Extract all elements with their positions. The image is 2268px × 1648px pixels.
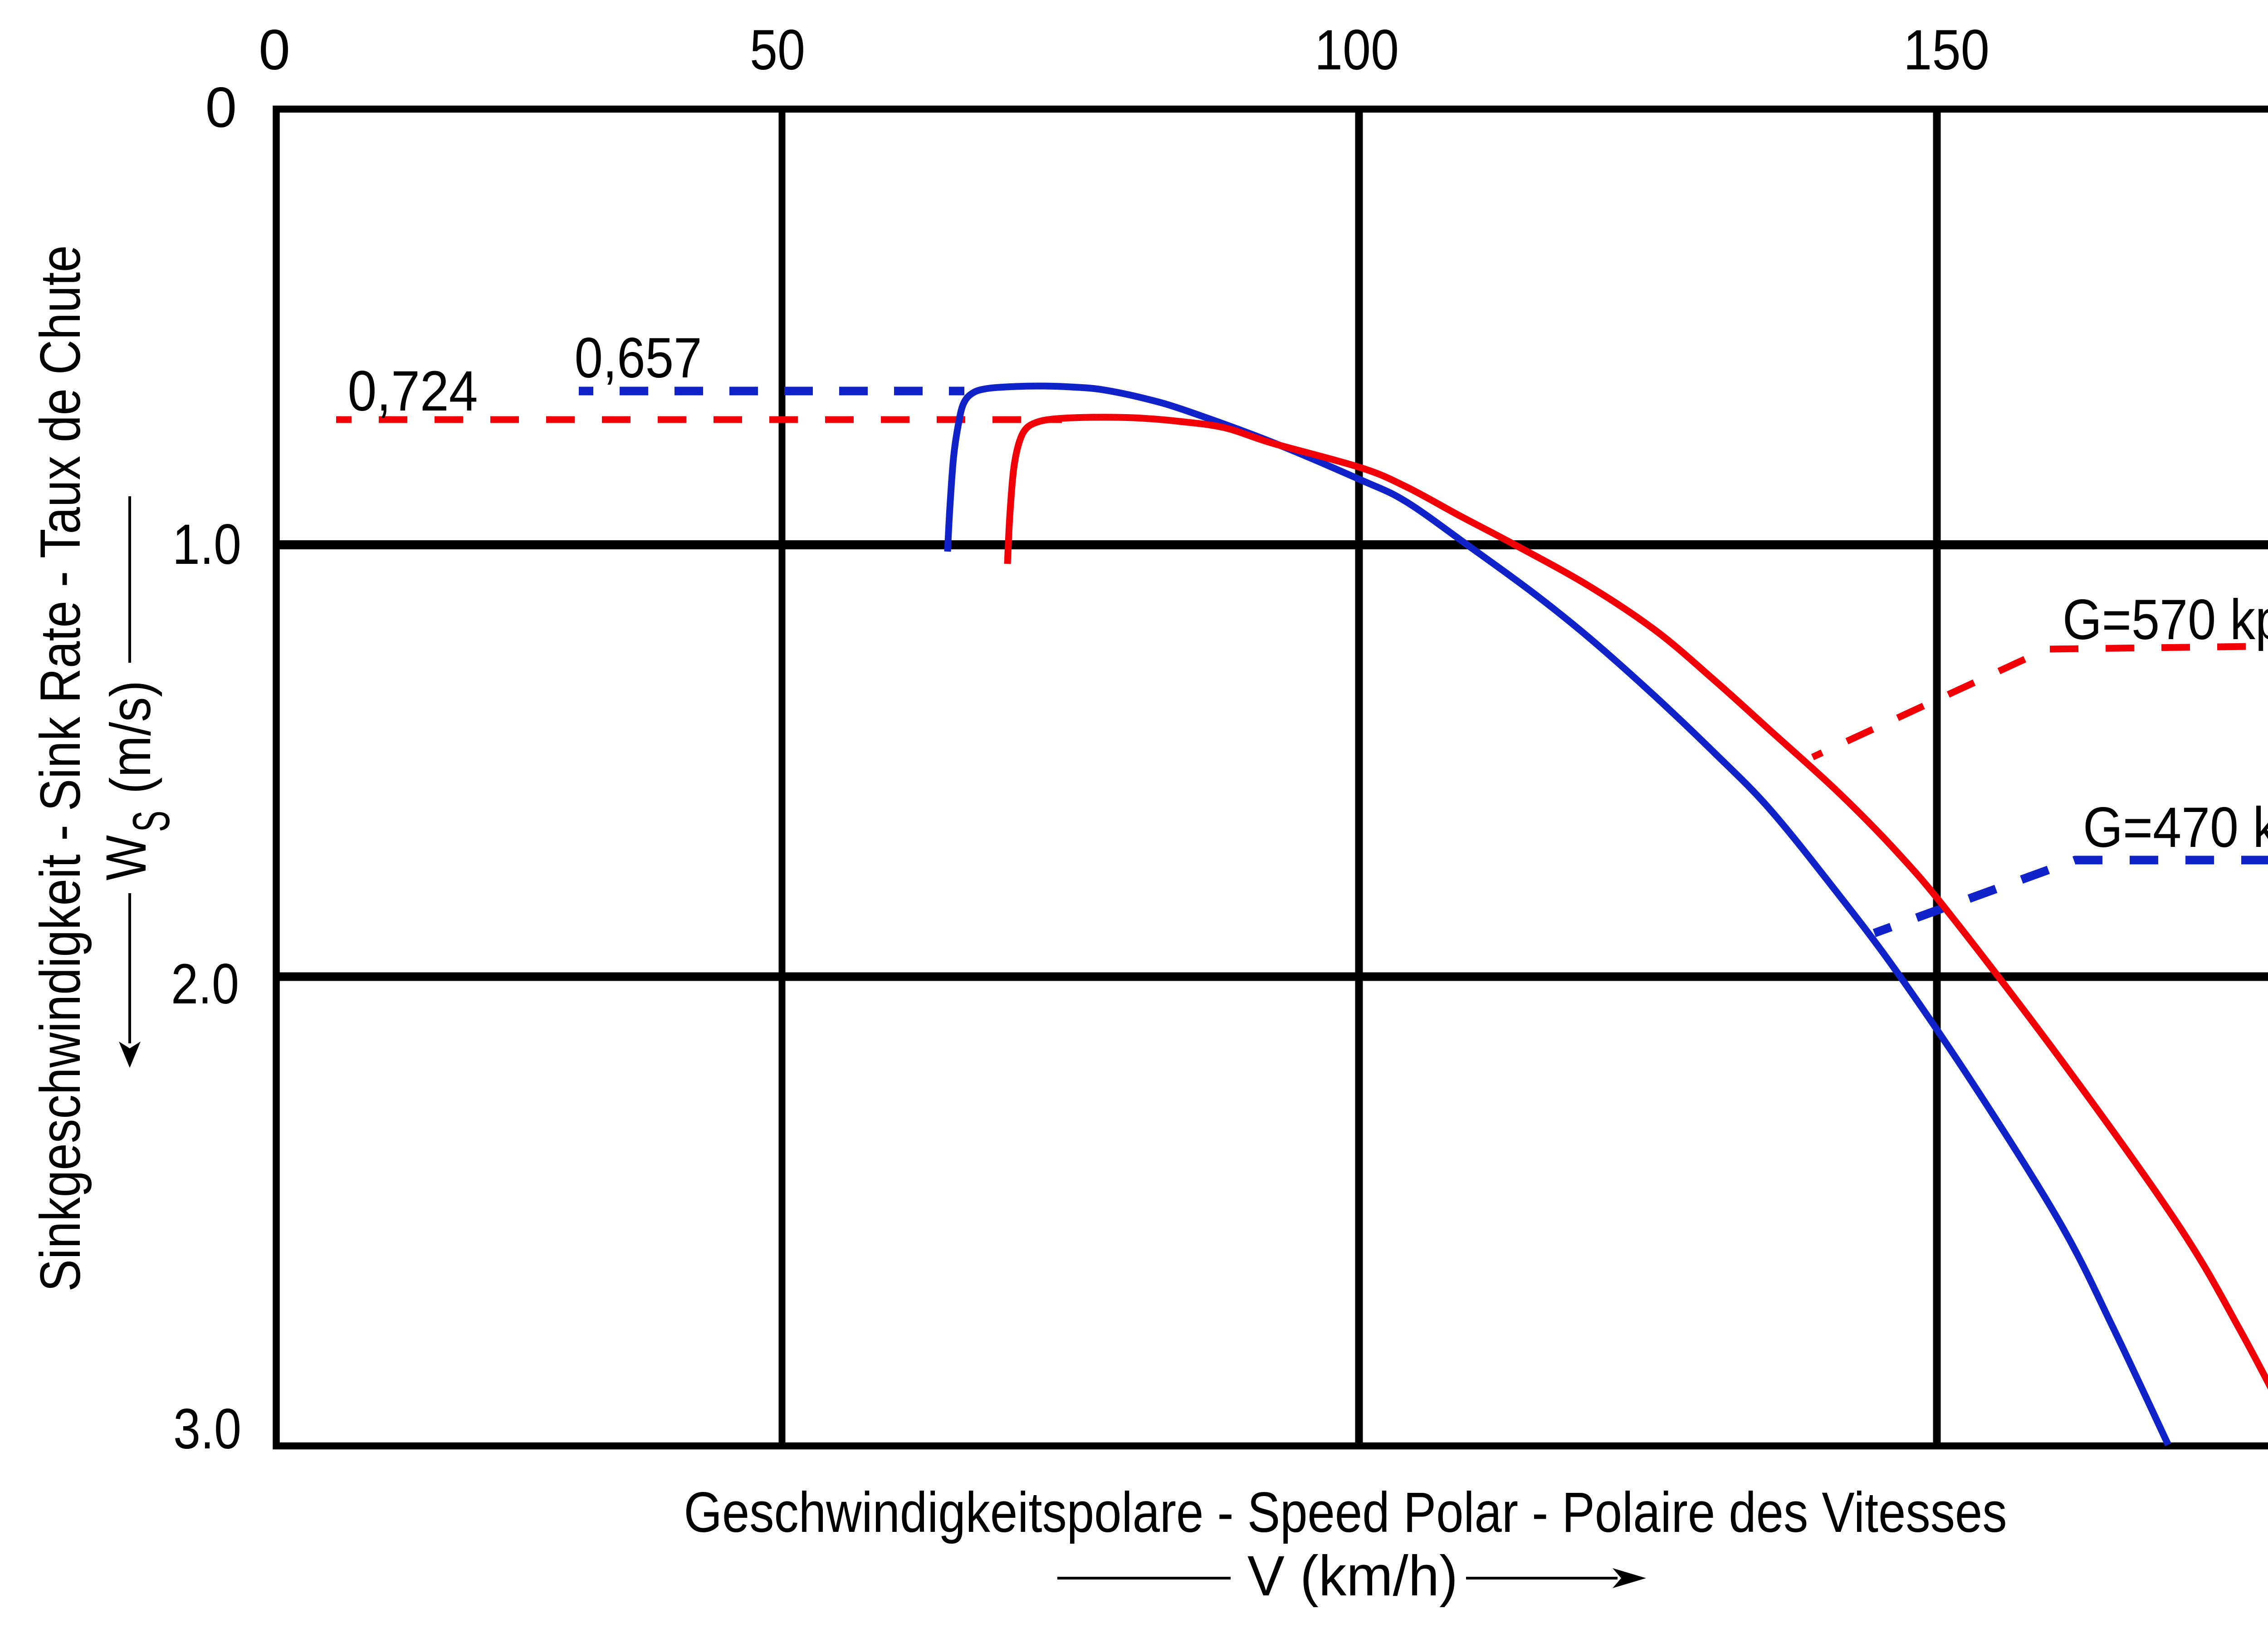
svg-text:0: 0: [259, 19, 290, 82]
svg-text:Geschwindigkeitspolare - Speed: Geschwindigkeitspolare - Speed Polar - P…: [684, 1481, 2007, 1544]
svg-text:G=570 kp: G=570 kp: [2063, 588, 2268, 651]
svg-text:S: S: [122, 811, 181, 832]
svg-text:0: 0: [205, 76, 237, 139]
svg-text:50: 50: [750, 19, 805, 82]
svg-text:100: 100: [1315, 19, 1399, 82]
svg-text:V (km/h): V (km/h): [1247, 1545, 1458, 1608]
svg-text:W: W: [95, 835, 158, 880]
svg-text:150: 150: [1903, 19, 1989, 82]
svg-text:3.0: 3.0: [173, 1398, 241, 1461]
svg-text:1.0: 1.0: [172, 513, 241, 576]
svg-text:Sinkgeschwindigkeit - Sink Rat: Sinkgeschwindigkeit - Sink Rate - Taux d…: [29, 245, 92, 1292]
svg-text:(m/s): (m/s): [99, 680, 162, 794]
svg-text:G=470 kp: G=470 kp: [2083, 796, 2268, 859]
svg-text:0,724: 0,724: [348, 360, 478, 423]
svg-text:0,657: 0,657: [575, 327, 702, 390]
svg-text:2.0: 2.0: [171, 953, 239, 1016]
